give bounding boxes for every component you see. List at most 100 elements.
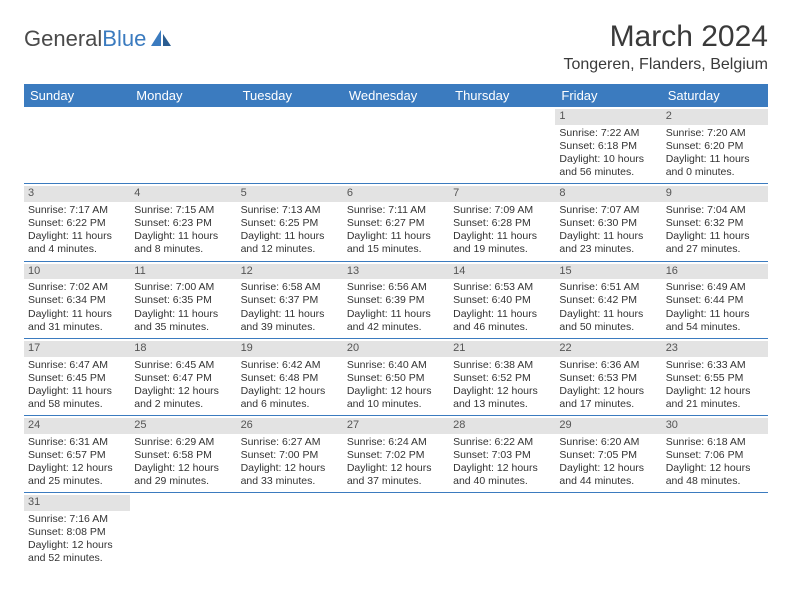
sunset-text: Sunset: 7:03 PM (453, 449, 551, 462)
sunrise-text: Sunrise: 7:13 AM (241, 204, 339, 217)
daylight-text: Daylight: 11 hours and 42 minutes. (347, 308, 445, 334)
sunrise-text: Sunrise: 7:17 AM (28, 204, 126, 217)
calendar-cell: 21Sunrise: 6:38 AMSunset: 6:52 PMDayligh… (449, 338, 555, 415)
weekday-header: Thursday (449, 84, 555, 107)
daylight-text: Daylight: 12 hours and 17 minutes. (559, 385, 657, 411)
calendar-cell (343, 107, 449, 184)
daylight-text: Daylight: 11 hours and 39 minutes. (241, 308, 339, 334)
sunset-text: Sunset: 6:22 PM (28, 217, 126, 230)
sunrise-text: Sunrise: 6:47 AM (28, 359, 126, 372)
sunset-text: Sunset: 6:47 PM (134, 372, 232, 385)
day-number: 2 (662, 109, 768, 125)
calendar-cell: 10Sunrise: 7:02 AMSunset: 6:34 PMDayligh… (24, 261, 130, 338)
sunset-text: Sunset: 6:55 PM (666, 372, 764, 385)
calendar-cell (130, 493, 236, 570)
calendar-cell (24, 107, 130, 184)
day-number: 17 (24, 341, 130, 357)
day-number: 11 (130, 264, 236, 280)
sunset-text: Sunset: 6:50 PM (347, 372, 445, 385)
sunrise-text: Sunrise: 7:00 AM (134, 281, 232, 294)
weekday-header: Wednesday (343, 84, 449, 107)
sunset-text: Sunset: 6:57 PM (28, 449, 126, 462)
sunrise-text: Sunrise: 6:31 AM (28, 436, 126, 449)
sunset-text: Sunset: 8:08 PM (28, 526, 126, 539)
day-number: 9 (662, 186, 768, 202)
daylight-text: Daylight: 10 hours and 56 minutes. (559, 153, 657, 179)
day-number: 18 (130, 341, 236, 357)
calendar-table: Sunday Monday Tuesday Wednesday Thursday… (24, 84, 768, 570)
calendar-cell: 16Sunrise: 6:49 AMSunset: 6:44 PMDayligh… (662, 261, 768, 338)
sunrise-text: Sunrise: 6:27 AM (241, 436, 339, 449)
day-number: 13 (343, 264, 449, 280)
sunrise-text: Sunrise: 6:45 AM (134, 359, 232, 372)
sunset-text: Sunset: 6:20 PM (666, 140, 764, 153)
sunrise-text: Sunrise: 7:15 AM (134, 204, 232, 217)
calendar-week-row: 24Sunrise: 6:31 AMSunset: 6:57 PMDayligh… (24, 416, 768, 493)
day-number: 7 (449, 186, 555, 202)
sunrise-text: Sunrise: 6:42 AM (241, 359, 339, 372)
calendar-cell: 6Sunrise: 7:11 AMSunset: 6:27 PMDaylight… (343, 184, 449, 261)
sunset-text: Sunset: 7:05 PM (559, 449, 657, 462)
calendar-week-row: 10Sunrise: 7:02 AMSunset: 6:34 PMDayligh… (24, 261, 768, 338)
calendar-cell: 1Sunrise: 7:22 AMSunset: 6:18 PMDaylight… (555, 107, 661, 184)
logo-sail-icon (150, 27, 172, 53)
sunset-text: Sunset: 7:02 PM (347, 449, 445, 462)
sunrise-text: Sunrise: 6:38 AM (453, 359, 551, 372)
calendar-cell: 31Sunrise: 7:16 AMSunset: 8:08 PMDayligh… (24, 493, 130, 570)
daylight-text: Daylight: 12 hours and 25 minutes. (28, 462, 126, 488)
day-number: 30 (662, 418, 768, 434)
daylight-text: Daylight: 11 hours and 19 minutes. (453, 230, 551, 256)
calendar-cell: 3Sunrise: 7:17 AMSunset: 6:22 PMDaylight… (24, 184, 130, 261)
sunrise-text: Sunrise: 6:51 AM (559, 281, 657, 294)
weekday-header: Friday (555, 84, 661, 107)
calendar-cell: 18Sunrise: 6:45 AMSunset: 6:47 PMDayligh… (130, 338, 236, 415)
daylight-text: Daylight: 11 hours and 8 minutes. (134, 230, 232, 256)
daylight-text: Daylight: 11 hours and 12 minutes. (241, 230, 339, 256)
calendar-cell: 29Sunrise: 6:20 AMSunset: 7:05 PMDayligh… (555, 416, 661, 493)
day-number: 4 (130, 186, 236, 202)
sunset-text: Sunset: 6:25 PM (241, 217, 339, 230)
day-number: 23 (662, 341, 768, 357)
daylight-text: Daylight: 11 hours and 27 minutes. (666, 230, 764, 256)
sunset-text: Sunset: 7:06 PM (666, 449, 764, 462)
logo-text-2: Blue (102, 26, 146, 52)
month-title: March 2024 (563, 20, 768, 54)
day-number: 31 (24, 495, 130, 511)
calendar-cell: 4 Sunrise: 7:15 AMSunset: 6:23 PMDaylight… (130, 184, 236, 261)
daylight-text: Daylight: 11 hours and 15 minutes. (347, 230, 445, 256)
day-number: 14 (449, 264, 555, 280)
daylight-text: Daylight: 12 hours and 33 minutes. (241, 462, 339, 488)
calendar-cell: 5Sunrise: 7:13 AMSunset: 6:25 PMDaylight… (237, 184, 343, 261)
calendar-cell (662, 493, 768, 570)
sunset-text: Sunset: 6:39 PM (347, 294, 445, 307)
calendar-week-row: 31Sunrise: 7:16 AMSunset: 8:08 PMDayligh… (24, 493, 768, 570)
day-number: 27 (343, 418, 449, 434)
day-number: 21 (449, 341, 555, 357)
daylight-text: Daylight: 11 hours and 46 minutes. (453, 308, 551, 334)
sunrise-text: Sunrise: 7:22 AM (559, 127, 657, 140)
sunrise-text: Sunrise: 7:02 AM (28, 281, 126, 294)
daylight-text: Daylight: 11 hours and 35 minutes. (134, 308, 232, 334)
sunset-text: Sunset: 6:23 PM (134, 217, 232, 230)
day-number: 19 (237, 341, 343, 357)
calendar-cell: 24Sunrise: 6:31 AMSunset: 6:57 PMDayligh… (24, 416, 130, 493)
day-number: 20 (343, 341, 449, 357)
sunset-text: Sunset: 7:00 PM (241, 449, 339, 462)
sunset-text: Sunset: 6:30 PM (559, 217, 657, 230)
daylight-text: Daylight: 12 hours and 21 minutes. (666, 385, 764, 411)
daylight-text: Daylight: 12 hours and 40 minutes. (453, 462, 551, 488)
daylight-text: Daylight: 11 hours and 50 minutes. (559, 308, 657, 334)
daylight-text: Daylight: 12 hours and 37 minutes. (347, 462, 445, 488)
daylight-text: Daylight: 11 hours and 54 minutes. (666, 308, 764, 334)
daylight-text: Daylight: 12 hours and 29 minutes. (134, 462, 232, 488)
day-number: 8 (555, 186, 661, 202)
calendar-cell: 26Sunrise: 6:27 AMSunset: 7:00 PMDayligh… (237, 416, 343, 493)
sunset-text: Sunset: 6:35 PM (134, 294, 232, 307)
calendar-cell: 8Sunrise: 7:07 AMSunset: 6:30 PMDaylight… (555, 184, 661, 261)
sunset-text: Sunset: 6:42 PM (559, 294, 657, 307)
location: Tongeren, Flanders, Belgium (563, 56, 768, 74)
day-number: 3 (24, 186, 130, 202)
calendar-cell (449, 107, 555, 184)
sunrise-text: Sunrise: 6:24 AM (347, 436, 445, 449)
sunset-text: Sunset: 6:34 PM (28, 294, 126, 307)
